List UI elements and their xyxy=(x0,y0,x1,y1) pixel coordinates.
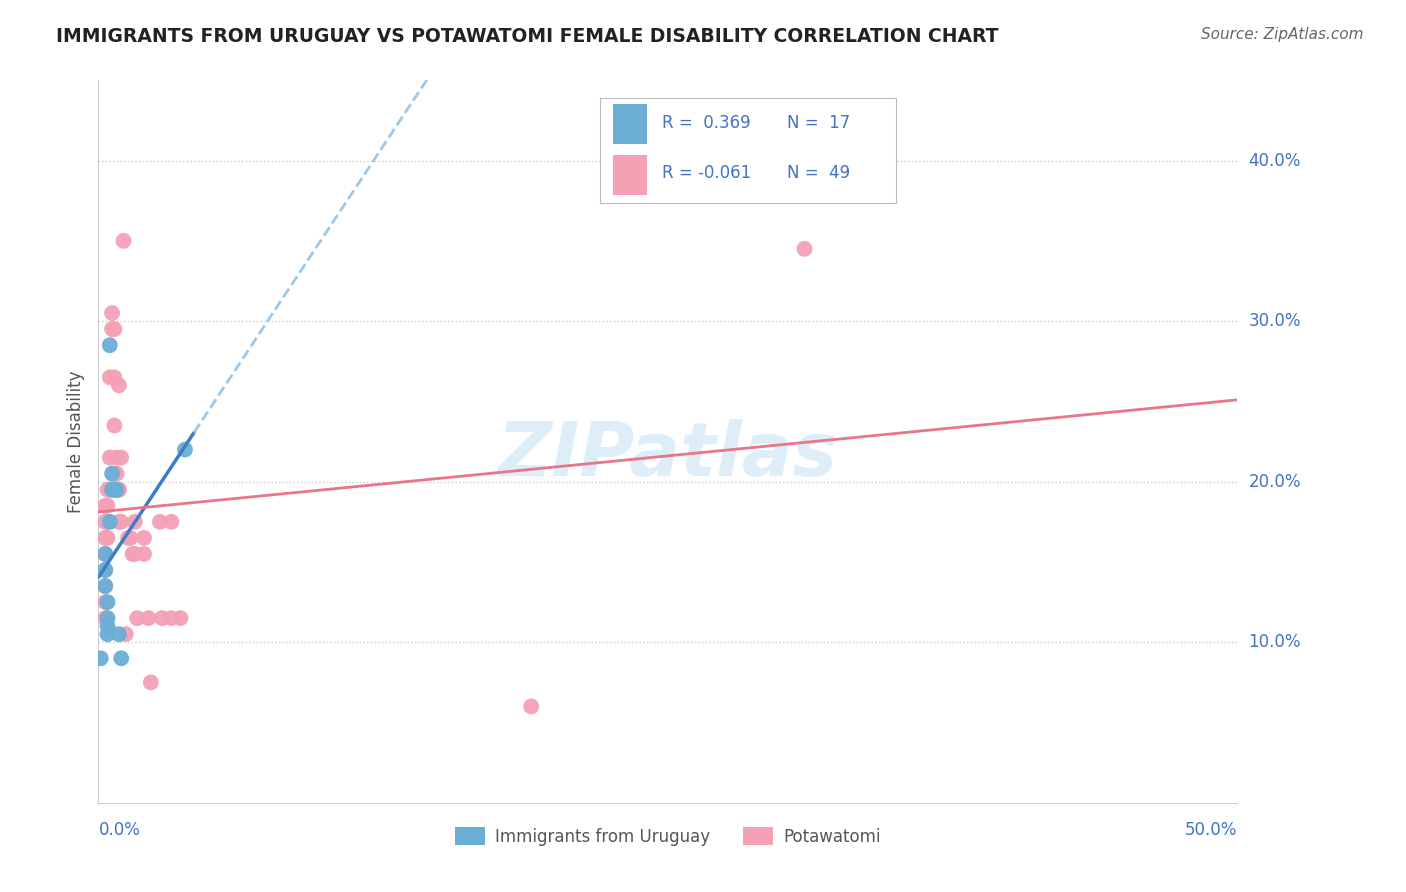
Point xyxy=(94,611,117,625)
Text: IMMIGRANTS FROM URUGUAY VS POTAWATOMI FEMALE DISABILITY CORRELATION CHART: IMMIGRANTS FROM URUGUAY VS POTAWATOMI FE… xyxy=(56,27,998,45)
Point xyxy=(94,563,117,577)
Point xyxy=(520,699,543,714)
Point xyxy=(96,619,118,633)
Text: 50.0%: 50.0% xyxy=(1185,821,1237,838)
Point xyxy=(103,370,125,384)
Point xyxy=(101,483,124,497)
Text: Source: ZipAtlas.com: Source: ZipAtlas.com xyxy=(1201,27,1364,42)
Point xyxy=(101,306,124,320)
Point xyxy=(160,515,183,529)
Point xyxy=(108,627,131,641)
Point xyxy=(108,483,131,497)
Y-axis label: Female Disability: Female Disability xyxy=(66,370,84,513)
Point xyxy=(169,611,191,625)
Point xyxy=(96,499,118,513)
Point xyxy=(108,378,131,392)
Point xyxy=(103,483,125,497)
Point xyxy=(120,531,142,545)
Point xyxy=(94,595,117,609)
Point xyxy=(160,611,183,625)
Point xyxy=(139,675,162,690)
Text: 10.0%: 10.0% xyxy=(1249,633,1301,651)
Point xyxy=(96,627,118,641)
Point xyxy=(110,651,132,665)
Text: 30.0%: 30.0% xyxy=(1249,312,1301,330)
Point xyxy=(174,442,197,457)
Point xyxy=(98,450,121,465)
Point xyxy=(132,531,155,545)
Point xyxy=(98,515,121,529)
Point xyxy=(98,338,121,352)
Text: N =  17: N = 17 xyxy=(787,113,851,131)
Point xyxy=(101,322,124,336)
Point xyxy=(138,611,160,625)
Point xyxy=(96,515,118,529)
Text: R =  0.369: R = 0.369 xyxy=(662,113,751,131)
Point xyxy=(94,547,117,561)
Point xyxy=(94,563,117,577)
Point xyxy=(94,579,117,593)
Point xyxy=(112,234,135,248)
Point xyxy=(105,467,128,481)
Point xyxy=(105,483,128,497)
Text: 40.0%: 40.0% xyxy=(1249,152,1301,169)
Point xyxy=(108,515,131,529)
Point xyxy=(94,499,117,513)
Point xyxy=(103,418,125,433)
Point xyxy=(96,595,118,609)
Point xyxy=(101,467,124,481)
Point xyxy=(94,531,117,545)
Legend: Immigrants from Uruguay, Potawatomi: Immigrants from Uruguay, Potawatomi xyxy=(449,821,887,852)
Point xyxy=(110,450,132,465)
Point xyxy=(105,483,128,497)
Point xyxy=(124,547,146,561)
Point xyxy=(132,547,155,561)
Point xyxy=(90,651,112,665)
Point xyxy=(94,579,117,593)
Text: R = -0.061: R = -0.061 xyxy=(662,164,751,182)
Point xyxy=(96,483,118,497)
FancyBboxPatch shape xyxy=(613,155,647,194)
Point xyxy=(96,611,118,625)
Point xyxy=(110,515,132,529)
Point xyxy=(127,611,149,625)
Point xyxy=(121,547,143,561)
Text: 20.0%: 20.0% xyxy=(1249,473,1301,491)
Point xyxy=(94,515,117,529)
Point xyxy=(103,322,125,336)
Text: 0.0%: 0.0% xyxy=(98,821,141,838)
Point xyxy=(108,483,131,497)
Point xyxy=(98,370,121,384)
Point xyxy=(793,242,815,256)
FancyBboxPatch shape xyxy=(613,104,647,145)
Text: N =  49: N = 49 xyxy=(787,164,851,182)
Point xyxy=(98,483,121,497)
Point xyxy=(150,611,173,625)
Text: ZIPatlas: ZIPatlas xyxy=(498,419,838,492)
Point xyxy=(105,450,128,465)
Point xyxy=(114,627,136,641)
Point xyxy=(94,547,117,561)
Point xyxy=(117,531,139,545)
Point xyxy=(103,467,125,481)
FancyBboxPatch shape xyxy=(599,98,896,203)
Point xyxy=(149,515,172,529)
Point xyxy=(96,531,118,545)
Point xyxy=(124,515,146,529)
